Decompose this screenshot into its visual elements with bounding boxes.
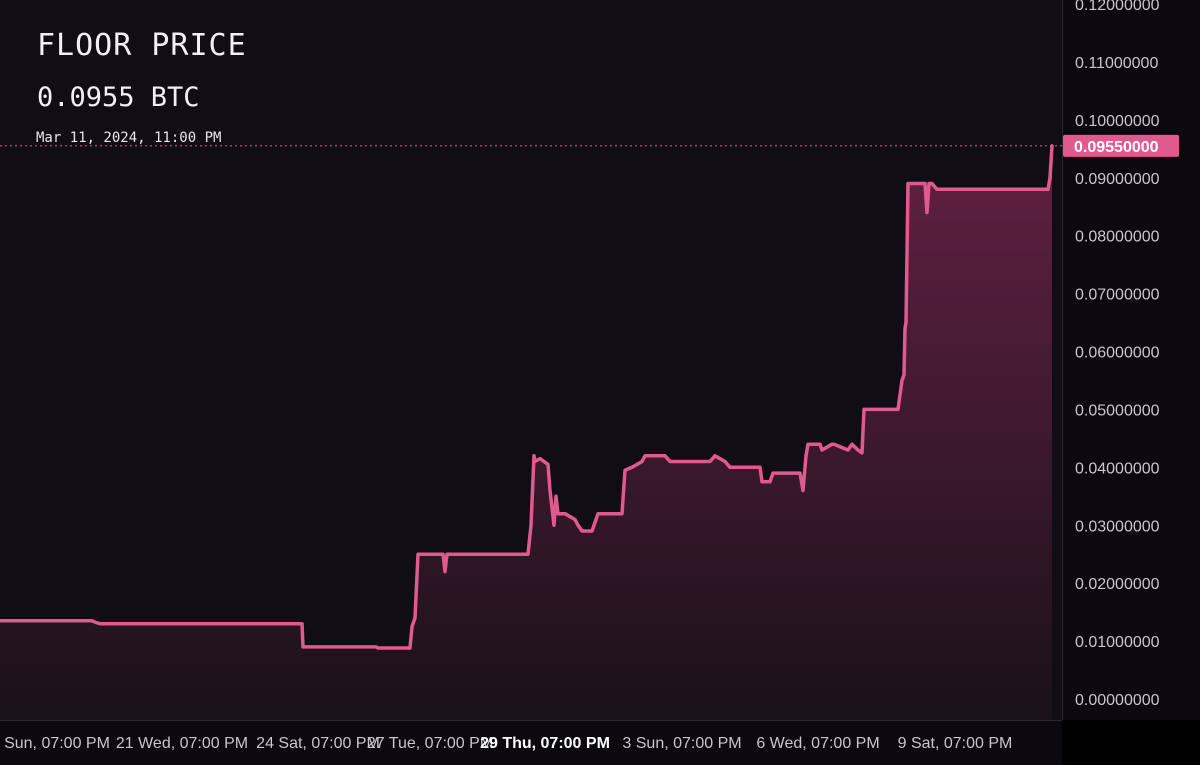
y-tick-label: 0.00000000 bbox=[1075, 692, 1160, 709]
current-price-badge: 0.09550000 bbox=[1063, 134, 1179, 157]
price-area-fill bbox=[0, 145, 1052, 720]
x-tick-label: 9 Sat, 07:00 PM bbox=[898, 735, 1013, 752]
current-price-badge-bg bbox=[1063, 134, 1179, 157]
x-tick-label: 21 Wed, 07:00 PM bbox=[116, 735, 248, 752]
x-tick-label: 24 Sat, 07:00 PM bbox=[256, 735, 380, 752]
y-tick-label: 0.09000000 bbox=[1075, 171, 1160, 188]
y-tick-label: 0.10000000 bbox=[1075, 113, 1160, 130]
y-tick-label: 0.05000000 bbox=[1075, 402, 1160, 419]
y-tick-label: 0.04000000 bbox=[1075, 460, 1160, 477]
price-series-line[interactable] bbox=[0, 144, 1054, 650]
y-axis-ticks: 0.00000000 0.01000000 0.02000000 0.03000000… bbox=[1075, 0, 1160, 709]
crosshair-timestamp: Mar 11, 2024, 11:00 PM bbox=[36, 130, 222, 146]
y-tick-label: 0.11000000 bbox=[1075, 55, 1158, 72]
current-value: 0.0955 BTC bbox=[37, 82, 200, 113]
x-tick-label: Sun, 07:00 PM bbox=[4, 735, 110, 752]
price-axis[interactable] bbox=[1062, 0, 1200, 720]
x-tick-label: 27 Tue, 07:00 PM bbox=[367, 735, 493, 752]
y-tick-label: 0.07000000 bbox=[1075, 287, 1160, 304]
y-tick-label: 0.01000000 bbox=[1075, 634, 1160, 651]
time-axis[interactable] bbox=[0, 720, 1062, 765]
y-tick-label: 0.06000000 bbox=[1075, 345, 1160, 362]
y-tick-label: 0.12000000 bbox=[1075, 0, 1160, 14]
current-price-badge-text: 0.09550000 bbox=[1074, 139, 1159, 156]
x-axis-ticks: Sun, 07:00 PM 21 Wed, 07:00 PM 24 Sat, 07:… bbox=[4, 735, 1012, 752]
chart-title: FLOOR PRICE bbox=[37, 28, 247, 63]
y-tick-label: 0.03000000 bbox=[1075, 518, 1160, 535]
y-tick-label: 0.02000000 bbox=[1075, 576, 1160, 593]
x-tick-label: 6 Wed, 07:00 PM bbox=[756, 735, 879, 752]
x-tick-label: 3 Sun, 07:00 PM bbox=[622, 735, 741, 752]
x-tick-label: 29 Thu, 07:00 PM bbox=[480, 735, 610, 752]
y-tick-label: 0.08000000 bbox=[1075, 229, 1160, 246]
